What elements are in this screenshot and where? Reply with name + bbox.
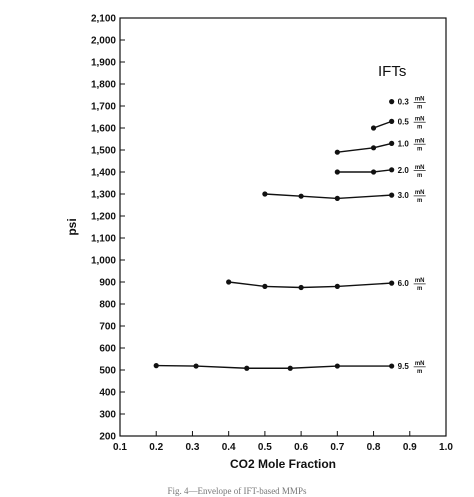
series-label: 1.0 [398, 139, 410, 148]
unit-denominator: m [417, 146, 422, 152]
data-point [193, 363, 199, 369]
data-point [262, 283, 268, 289]
data-point [298, 193, 304, 199]
x-tick-label: 0.7 [330, 442, 344, 453]
data-point [287, 365, 293, 371]
y-axis-title: psi [65, 218, 79, 235]
data-point [334, 283, 340, 289]
unit-numerator: mN [415, 190, 425, 196]
data-point [334, 363, 340, 369]
unit-denominator: m [417, 198, 422, 204]
series-label: 3.0 [398, 191, 410, 200]
series-1-0: 1.0 mN m [334, 138, 426, 155]
x-tick-label: 0.9 [403, 442, 417, 453]
data-point [334, 149, 340, 155]
data-point [226, 279, 232, 285]
y-tick-label: 700 [99, 322, 116, 333]
series-line [264, 193, 392, 200]
y-tick-label: 1,600 [91, 124, 116, 135]
series-3-0: 3.0 mN m [262, 190, 426, 204]
series-6-0: 6.0 mN m [226, 278, 426, 292]
y-tick-label: 900 [99, 278, 116, 289]
y-tick-label: 600 [99, 344, 116, 355]
y-tick-label: 800 [99, 300, 116, 311]
series-9-5: 9.5 mN m [153, 361, 426, 375]
data-point [244, 365, 250, 371]
y-tick-label: 1,700 [91, 102, 116, 113]
series-line [228, 281, 392, 289]
x-tick-label: 0.3 [185, 442, 199, 453]
data-point [370, 125, 377, 131]
y-tick-label: 2,100 [91, 14, 116, 25]
series-line [337, 169, 392, 173]
x-axis-title: CO2 Mole Fraction [230, 457, 336, 471]
unit-numerator: mN [415, 278, 425, 284]
data-point [389, 140, 395, 146]
data-point [153, 363, 159, 369]
y-tick-label: 1,100 [91, 234, 116, 245]
unit-denominator: m [417, 286, 422, 292]
x-tick-label: 0.5 [258, 442, 272, 453]
data-point [389, 363, 395, 369]
x-tick-label: 0.8 [367, 442, 381, 453]
unit-numerator: mN [415, 116, 425, 122]
data-point [389, 167, 395, 173]
y-tick-label: 1,200 [91, 212, 116, 223]
unit-denominator: m [417, 173, 422, 179]
y-tick-label: 1,500 [91, 146, 116, 157]
data-point [389, 118, 395, 124]
data-point [334, 195, 340, 201]
axis-ticks: 0.1 0.2 0.3 0.4 0.5 0.6 0.7 0.8 0.9 1.0 200 300 400 5… [91, 14, 453, 454]
data-point [389, 280, 395, 286]
figure-caption: Fig. 4—Envelope of IFT-based MMPs [167, 486, 307, 496]
unit-numerator: mN [415, 361, 425, 367]
series-line [337, 142, 392, 153]
plot-frame [119, 17, 447, 437]
x-tick-label: 0.6 [294, 442, 308, 453]
unit-numerator: mN [415, 97, 425, 103]
y-tick-label: 1,000 [91, 256, 116, 267]
y-tick-label: 400 [99, 388, 116, 399]
legend-title: IFTs [378, 63, 406, 80]
unit-denominator: m [417, 124, 422, 130]
x-tick-label: 0.2 [149, 442, 163, 453]
data-point [298, 284, 304, 291]
y-tick-label: 1,800 [91, 80, 116, 91]
series-label: 0.5 [398, 117, 410, 126]
unit-denominator: m [417, 369, 422, 375]
data-point [389, 192, 395, 198]
unit-numerator: mN [415, 138, 425, 144]
x-tick-label: 0.1 [113, 442, 127, 453]
y-tick-label: 2,000 [91, 36, 116, 47]
series-0-3: 0.3 mN m [389, 97, 426, 111]
y-tick-label: 500 [99, 366, 116, 377]
series-2-0: 2.0 mN m [334, 165, 426, 179]
y-tick-label: 1,300 [91, 190, 116, 201]
y-tick-label: 300 [99, 410, 116, 421]
y-tick-label: 1,900 [91, 58, 116, 69]
y-tick-label: 1,400 [91, 168, 116, 179]
data-point [370, 169, 377, 175]
y-tick-label: 200 [99, 432, 116, 443]
series-label: 2.0 [398, 166, 410, 175]
series-line [156, 364, 392, 369]
data-point [334, 169, 340, 175]
series-label: 9.5 [398, 362, 410, 371]
data-point [389, 99, 395, 105]
series-0-5: 0.5 mN m [370, 116, 426, 131]
series-line [373, 120, 392, 129]
series-label: 0.3 [398, 98, 410, 107]
unit-denominator: m [417, 105, 422, 111]
data-point [262, 191, 268, 197]
series-layer: 0.3 mN m 0.5 mN m 1.0 mN m 2.0 mN m 3.0 mN m 6.0 mN m 9.5 m… [153, 97, 426, 375]
x-tick-label: 1.0 [439, 442, 453, 453]
series-label: 6.0 [398, 279, 410, 288]
data-point [370, 145, 377, 151]
unit-numerator: mN [415, 165, 425, 171]
x-tick-label: 0.4 [222, 442, 236, 453]
